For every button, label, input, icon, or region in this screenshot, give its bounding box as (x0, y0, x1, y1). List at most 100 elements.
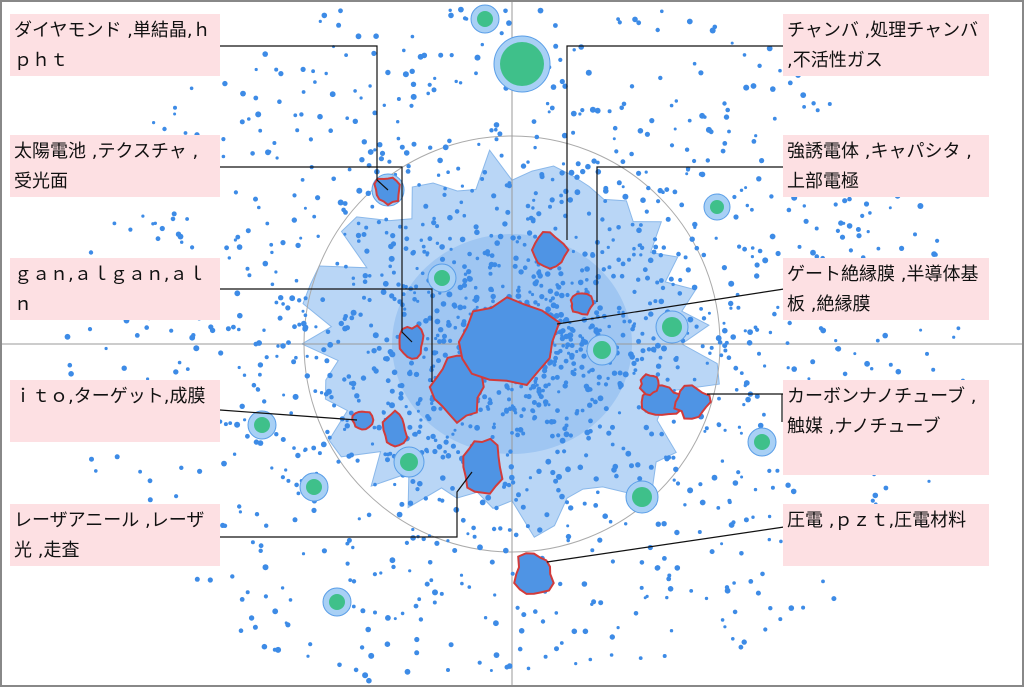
document-dot (673, 127, 677, 131)
document-dot (548, 299, 553, 303)
document-dot (648, 311, 654, 317)
document-dot (251, 382, 257, 388)
document-dot (502, 481, 508, 487)
highlight-cluster (373, 176, 401, 207)
document-dot (104, 346, 108, 351)
document-dot (500, 412, 505, 417)
document-dot (372, 110, 378, 116)
document-dot (355, 33, 362, 40)
document-dot (548, 204, 552, 209)
document-dot (254, 67, 258, 72)
document-dot (346, 374, 352, 379)
cluster-core (329, 594, 345, 610)
document-dot (321, 548, 327, 554)
document-dot (693, 225, 697, 229)
document-dot (314, 325, 318, 329)
document-dot (173, 105, 177, 110)
document-dot (337, 199, 344, 206)
document-dot (594, 107, 601, 114)
document-dot (531, 206, 535, 210)
document-dot (731, 637, 735, 641)
document-dot (638, 243, 643, 247)
document-dot (676, 251, 681, 257)
document-dot (177, 360, 182, 365)
document-dot (760, 571, 765, 577)
document-dot (633, 368, 638, 372)
document-dot (787, 80, 793, 86)
document-dot (807, 377, 811, 381)
document-dot (318, 19, 322, 23)
document-dot (549, 105, 555, 111)
document-dot (427, 236, 433, 242)
document-dot (179, 465, 184, 470)
document-dot (595, 169, 602, 175)
document-dot (883, 485, 889, 491)
document-dot (386, 401, 390, 406)
document-dot (236, 244, 243, 250)
document-dot (644, 209, 649, 214)
document-dot (425, 253, 429, 257)
document-dot (563, 358, 569, 364)
document-dot (269, 242, 274, 247)
document-dot (722, 343, 728, 349)
document-dot (597, 537, 603, 543)
document-dot (528, 290, 532, 294)
document-dot (757, 351, 761, 356)
document-dot (659, 278, 664, 283)
cluster-core (434, 270, 450, 286)
document-dot (350, 309, 357, 316)
document-dot (609, 653, 614, 657)
document-dot (778, 68, 782, 73)
document-dot (439, 244, 445, 250)
document-dot (299, 112, 304, 117)
document-dot (627, 257, 631, 262)
document-dot (776, 305, 780, 309)
document-dot (448, 642, 454, 648)
document-dot (655, 27, 660, 33)
document-dot (508, 294, 512, 298)
document-dot (821, 579, 825, 584)
document-dot (454, 209, 460, 214)
document-dot (711, 474, 718, 481)
document-dot (895, 368, 902, 375)
document-dot (557, 390, 561, 394)
document-dot (802, 204, 806, 208)
document-dot (141, 214, 145, 218)
document-dot (683, 255, 688, 260)
document-dot (594, 310, 600, 316)
document-dot (262, 260, 269, 267)
document-dot (411, 249, 417, 255)
document-dot (588, 387, 593, 392)
document-dot (919, 328, 923, 332)
document-dot (327, 372, 333, 379)
document-dot (386, 452, 390, 457)
cluster-label: ゲート絶縁膜 ,半導体基板 ,絶縁膜 (783, 258, 989, 320)
document-dot (431, 87, 437, 93)
document-dot (399, 501, 405, 507)
document-dot (543, 383, 549, 389)
document-dot (643, 424, 649, 431)
document-dot (714, 236, 718, 240)
document-dot (555, 408, 560, 413)
document-dot (658, 253, 663, 258)
document-dot (863, 201, 870, 207)
document-dot (275, 646, 282, 653)
document-dot (818, 326, 824, 331)
document-dot (348, 410, 354, 416)
document-dot (586, 211, 592, 216)
document-dot (739, 431, 743, 435)
document-dot (274, 270, 278, 274)
document-dot (403, 246, 409, 252)
document-dot (635, 357, 640, 362)
document-dot (580, 268, 585, 273)
document-dot (493, 652, 500, 658)
document-dot (228, 421, 233, 425)
document-dot (762, 412, 766, 417)
document-dot (561, 132, 568, 139)
document-dot (563, 431, 570, 438)
document-dot (549, 197, 555, 203)
document-dot (451, 302, 457, 308)
document-dot (621, 185, 625, 189)
document-dot (803, 218, 809, 224)
document-dot (441, 338, 447, 344)
